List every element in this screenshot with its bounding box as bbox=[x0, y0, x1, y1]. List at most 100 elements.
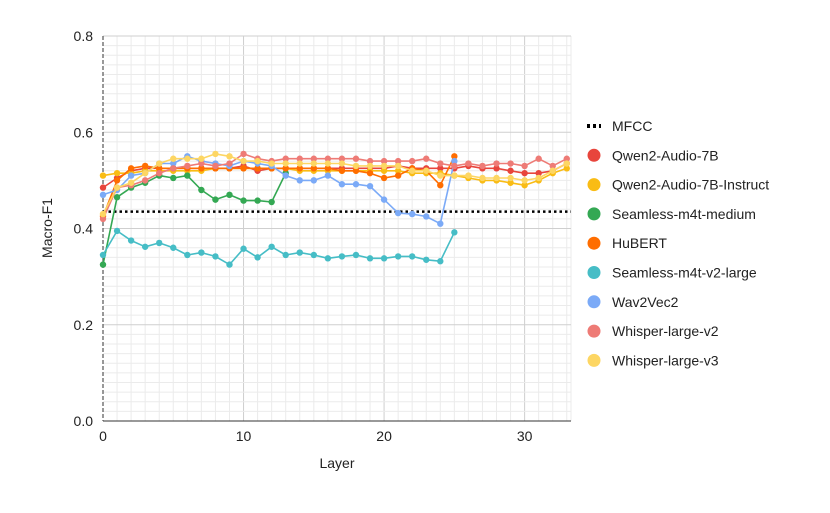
x-tick-label: 30 bbox=[517, 428, 533, 444]
data-point-seamless-m4t-v2-large bbox=[127, 237, 135, 244]
data-point-qwen2-audio-7b-instruct bbox=[521, 181, 528, 189]
data-point-whisper-large-v3 bbox=[254, 157, 261, 165]
legend-label-wav2vec2: Wav2Vec2 bbox=[612, 294, 679, 310]
legend-label-whisper-large-v2: Whisper-large-v2 bbox=[612, 323, 719, 339]
data-point-whisper-large-v3 bbox=[226, 153, 233, 160]
data-point-wav2vec2 bbox=[408, 210, 416, 218]
data-point-qwen2-audio-7b-instruct bbox=[99, 172, 107, 179]
data-point-whisper-large-v2 bbox=[198, 160, 205, 167]
data-point-hubert bbox=[394, 172, 402, 179]
y-tick-label: 0.6 bbox=[74, 124, 94, 140]
data-point-seamless-m4t-v2-large bbox=[437, 258, 444, 265]
legend-marker-whisper-large-v2 bbox=[587, 324, 601, 338]
data-point-whisper-large-v2 bbox=[521, 162, 528, 170]
data-point-seamless-m4t-v2-large bbox=[296, 249, 303, 256]
data-point-hubert bbox=[240, 165, 247, 172]
data-point-wav2vec2 bbox=[352, 181, 360, 188]
data-point-whisper-large-v2 bbox=[380, 157, 388, 165]
data-point-whisper-large-v2 bbox=[212, 162, 219, 170]
legend-marker-hubert bbox=[587, 236, 601, 250]
data-point-whisper-large-v3 bbox=[465, 172, 472, 179]
axes bbox=[102, 36, 571, 422]
data-point-seamless-m4t-v2-large bbox=[408, 253, 416, 260]
data-point-whisper-large-v2 bbox=[394, 157, 402, 165]
legend-label-mfcc: MFCC bbox=[612, 118, 652, 134]
data-point-whisper-large-v3 bbox=[535, 174, 542, 182]
data-point-qwen2-audio-7b-instruct bbox=[394, 167, 402, 174]
data-point-whisper-large-v2 bbox=[563, 155, 570, 162]
data-point-hubert bbox=[113, 177, 121, 184]
data-point-whisper-large-v3 bbox=[507, 174, 514, 182]
data-point-seamless-m4t-v2-large bbox=[212, 253, 219, 260]
data-point-whisper-large-v2 bbox=[493, 160, 500, 167]
data-point-whisper-large-v2 bbox=[549, 162, 556, 170]
data-point-hubert bbox=[310, 165, 318, 172]
data-point-hubert bbox=[254, 165, 261, 172]
data-point-seamless-m4t-v2-large bbox=[423, 256, 430, 263]
data-point-whisper-large-v3 bbox=[156, 160, 163, 167]
data-point-qwen2-audio-7b-instruct bbox=[113, 169, 121, 177]
legend-marker-qwen2-audio-7b bbox=[587, 148, 601, 162]
data-point-qwen2-audio-7b bbox=[437, 165, 444, 172]
data-point-whisper-large-v2 bbox=[535, 155, 542, 162]
data-point-qwen2-audio-7b bbox=[521, 169, 528, 177]
data-point-wav2vec2 bbox=[423, 213, 430, 220]
data-point-wav2vec2 bbox=[127, 172, 135, 179]
data-point-whisper-large-v3 bbox=[127, 179, 135, 186]
data-point-whisper-large-v3 bbox=[240, 157, 247, 165]
legend-item-qwen2-audio-7b: Qwen2-Audio-7B bbox=[587, 147, 719, 163]
x-tick-label: 0 bbox=[99, 428, 107, 444]
data-point-seamless-m4t-v2-large bbox=[380, 255, 388, 262]
data-point-whisper-large-v3 bbox=[521, 177, 528, 184]
data-point-whisper-large-v3 bbox=[338, 160, 346, 167]
data-point-hubert bbox=[451, 153, 458, 160]
legend-item-mfcc: MFCC bbox=[587, 118, 652, 134]
y-tick-label: 0.0 bbox=[74, 413, 94, 429]
data-point-whisper-large-v3 bbox=[408, 167, 416, 174]
data-point-qwen2-audio-7b-instruct bbox=[563, 165, 570, 172]
data-point-whisper-large-v2 bbox=[507, 160, 514, 167]
data-point-seamless-m4t-medium bbox=[212, 196, 219, 203]
data-point-whisper-large-v2 bbox=[465, 160, 472, 167]
data-point-hubert bbox=[127, 165, 135, 172]
data-point-whisper-large-v2 bbox=[338, 155, 346, 162]
data-point-seamless-m4t-v2-large bbox=[394, 253, 402, 260]
data-point-hubert bbox=[324, 165, 332, 172]
data-point-whisper-large-v2 bbox=[423, 155, 430, 162]
data-point-wav2vec2 bbox=[380, 196, 388, 203]
data-point-whisper-large-v3 bbox=[451, 172, 458, 179]
legend-marker-whisper-large-v3 bbox=[587, 353, 601, 367]
y-tick-label: 0.8 bbox=[74, 28, 94, 44]
legend-label-whisper-large-v3: Whisper-large-v3 bbox=[612, 352, 719, 368]
data-point-whisper-large-v2 bbox=[184, 162, 191, 170]
data-point-wav2vec2 bbox=[99, 191, 107, 199]
y-axis-title: Macro-F1 bbox=[39, 198, 55, 258]
data-point-seamless-m4t-medium bbox=[268, 198, 275, 206]
data-point-seamless-m4t-v2-large bbox=[282, 251, 289, 259]
series-line-whisper-large-v3 bbox=[102, 153, 568, 215]
data-point-whisper-large-v3 bbox=[198, 155, 205, 162]
data-point-hubert bbox=[198, 165, 205, 172]
tick-labels: 0 10 20 30 0.0 0.2 0.4 0.6 0.8 bbox=[74, 28, 533, 444]
x-tick-label: 20 bbox=[376, 428, 392, 444]
data-point-whisper-large-v3 bbox=[282, 160, 289, 167]
data-point-seamless-m4t-v2-large bbox=[198, 249, 205, 256]
data-point-whisper-large-v2 bbox=[324, 155, 332, 162]
series-line-whisper-large-v2 bbox=[102, 153, 568, 220]
data-point-whisper-large-v3 bbox=[549, 167, 556, 174]
data-point-whisper-large-v3 bbox=[212, 150, 219, 158]
y-tick-label: 0.4 bbox=[74, 221, 94, 237]
data-point-wav2vec2 bbox=[170, 160, 177, 167]
data-point-whisper-large-v3 bbox=[310, 160, 318, 167]
x-axis-title: Layer bbox=[319, 455, 354, 471]
series-line-qwen2-audio-7b-instruct bbox=[102, 167, 568, 186]
legend-item-wav2vec2: Wav2Vec2 bbox=[587, 294, 679, 310]
data-point-hubert bbox=[338, 167, 346, 174]
data-point-wav2vec2 bbox=[394, 209, 402, 217]
legend-marker-seamless-m4t-medium bbox=[587, 207, 601, 221]
data-point-hubert bbox=[282, 165, 289, 172]
data-point-seamless-m4t-v2-large bbox=[366, 255, 374, 262]
data-point-whisper-large-v3 bbox=[479, 174, 486, 182]
data-point-whisper-large-v2 bbox=[479, 162, 486, 170]
data-point-hubert bbox=[156, 165, 163, 172]
